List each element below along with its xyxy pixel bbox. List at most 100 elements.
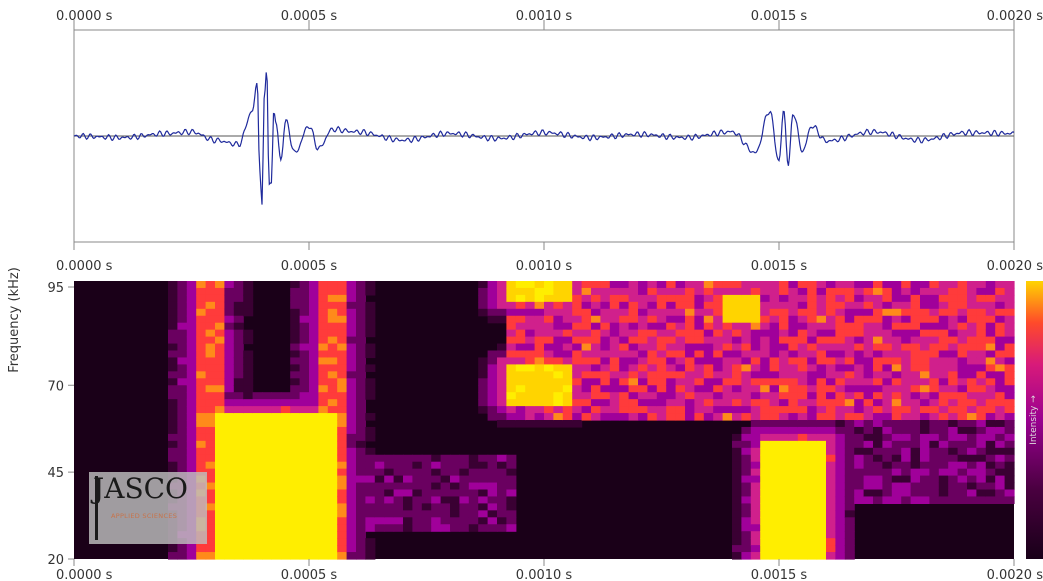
spectrogram-cell: [1005, 302, 1015, 310]
spectrogram-top-x-tick-label: 0.0000 s: [56, 259, 113, 274]
spectrogram-cell: [516, 330, 526, 338]
spectrogram-cell: [535, 344, 545, 352]
spectrogram-cell: [732, 552, 742, 560]
spectrogram-cell: [948, 462, 958, 470]
spectrogram-cell: [262, 531, 272, 539]
spectrogram-cell: [845, 531, 855, 539]
spectrogram-cell: [666, 399, 676, 407]
spectrogram-cell: [986, 496, 996, 504]
spectrogram-cell: [224, 545, 234, 553]
spectrogram-cell: [685, 357, 695, 365]
spectrogram-cell: [798, 288, 808, 296]
spectrogram-cell: [817, 295, 827, 303]
spectrogram-cell: [224, 357, 234, 365]
spectrogram-cell: [1005, 441, 1015, 449]
spectrogram-cell: [807, 281, 817, 289]
spectrogram-cell: [788, 385, 798, 393]
spectrogram-cell: [741, 517, 751, 525]
spectrogram-cell: [920, 490, 930, 498]
spectrogram-cell: [873, 413, 883, 421]
spectrogram-cell: [394, 517, 404, 525]
spectrogram-cell: [666, 337, 676, 345]
spectrogram-cell: [450, 483, 460, 491]
spectrogram-cell: [929, 371, 939, 379]
spectrogram-cell: [958, 364, 968, 372]
spectrogram-cell: [732, 302, 742, 310]
spectrogram-cell: [779, 517, 789, 525]
spectrogram-cell: [506, 490, 516, 498]
spectrogram-cell: [525, 392, 535, 400]
spectrogram-cell: [694, 385, 704, 393]
spectrogram-cell: [290, 524, 300, 532]
spectrogram-cell: [929, 364, 939, 372]
spectrogram-cell: [318, 503, 328, 511]
spectrogram-cell: [920, 455, 930, 463]
spectrogram-cell: [845, 510, 855, 518]
spectrogram-cell: [826, 323, 836, 331]
spectrogram-cell: [892, 399, 902, 407]
spectrogram-cell: [234, 295, 244, 303]
spectrogram-cell: [995, 434, 1005, 442]
spectrogram-cell: [243, 281, 253, 289]
spectrogram-cell: [864, 371, 874, 379]
spectrogram-cell: [779, 371, 789, 379]
spectrogram-cell: [666, 385, 676, 393]
spectrogram-cell: [394, 524, 404, 532]
spectrogram-cell: [817, 364, 827, 372]
spectrogram-cell: [384, 483, 394, 491]
spectrogram-cell: [995, 469, 1005, 477]
spectrogram-cell: [892, 476, 902, 484]
spectrogram-cell: [817, 441, 827, 449]
spectrogram-cell: [525, 316, 535, 324]
spectrogram-cell: [281, 510, 291, 518]
spectrogram-cell: [365, 281, 375, 289]
spectrogram-cell: [995, 385, 1005, 393]
spectrogram-cell: [215, 531, 225, 539]
spectrogram-cell: [770, 392, 780, 400]
spectrogram-cell: [412, 496, 422, 504]
spectrogram-cell: [882, 323, 892, 331]
spectrogram-cell: [337, 364, 347, 372]
spectrogram-cell: [309, 545, 319, 553]
spectrogram-cell: [835, 295, 845, 303]
spectrogram-cell: [807, 441, 817, 449]
spectrogram-cell: [901, 441, 911, 449]
spectrogram-cell: [403, 503, 413, 511]
spectrogram-cell: [807, 302, 817, 310]
spectrogram-cell: [939, 385, 949, 393]
spectrogram-cell: [817, 309, 827, 317]
spectrogram-cell: [224, 524, 234, 532]
spectrogram-cell: [356, 490, 366, 498]
spectrogram-cell: [168, 420, 178, 428]
spectrogram-cell: [826, 538, 836, 546]
spectrogram-cell: [365, 496, 375, 504]
spectrogram-cell: [657, 309, 667, 317]
spectrogram-cell: [478, 309, 488, 317]
spectrogram-cell: [281, 531, 291, 539]
spectrogram-cell: [638, 337, 648, 345]
spectrogram-cell: [713, 344, 723, 352]
spectrogram-cell: [788, 462, 798, 470]
spectrogram-cell: [281, 455, 291, 463]
spectrogram-cell: [976, 330, 986, 338]
spectrogram-cell: [760, 344, 770, 352]
spectrogram-cell: [901, 392, 911, 400]
spectrogram-cell: [685, 295, 695, 303]
spectrogram-cell: [920, 378, 930, 386]
spectrogram-cell: [948, 399, 958, 407]
spectrogram-cell: [770, 316, 780, 324]
spectrogram-cell: [948, 420, 958, 428]
spectrogram-cell: [516, 323, 526, 331]
spectrogram-cell: [431, 503, 441, 511]
spectrogram-cell: [309, 455, 319, 463]
spectrogram-cell: [234, 490, 244, 498]
spectrogram-cell: [751, 448, 761, 456]
spectrogram-cell: [760, 357, 770, 365]
spectrogram-cell: [582, 399, 592, 407]
spectrogram-cell: [854, 323, 864, 331]
spectrogram-cell: [497, 469, 507, 477]
spectrogram-cell: [356, 330, 366, 338]
spectrogram-cell: [911, 455, 921, 463]
spectrogram-cell: [647, 281, 657, 289]
spectrogram-cell: [206, 413, 216, 421]
